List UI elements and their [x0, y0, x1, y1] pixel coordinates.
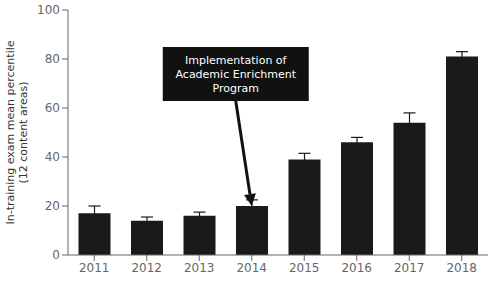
svg-text:2013: 2013	[184, 261, 215, 275]
svg-text:60: 60	[45, 101, 60, 115]
svg-text:2018: 2018	[446, 261, 477, 275]
svg-text:2014: 2014	[236, 261, 267, 275]
svg-text:40: 40	[45, 150, 60, 164]
svg-text:20: 20	[45, 199, 60, 213]
svg-text:2016: 2016	[341, 261, 372, 275]
svg-text:2015: 2015	[289, 261, 320, 275]
svg-text:2017: 2017	[394, 261, 425, 275]
svg-text:Implementation ofAcademic Enri: Implementation ofAcademic EnrichmentProg…	[176, 54, 297, 95]
svg-text:In-training exam mean percenti: In-training exam mean percentile(12 cont…	[8, 40, 30, 224]
svg-text:2012: 2012	[131, 261, 162, 275]
svg-text:2011: 2011	[79, 261, 110, 275]
svg-text:0: 0	[52, 248, 60, 262]
svg-text:100: 100	[37, 3, 60, 17]
svg-text:80: 80	[45, 52, 60, 66]
